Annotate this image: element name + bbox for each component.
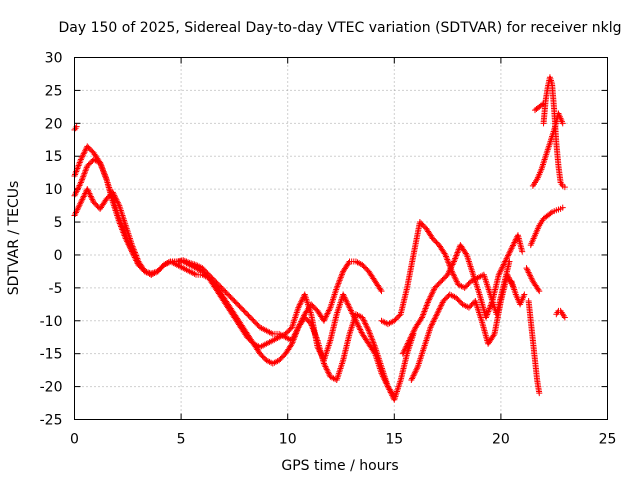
series-markers bbox=[408, 271, 517, 384]
series-markers bbox=[399, 232, 526, 357]
series-7 bbox=[527, 204, 566, 249]
chart-title: Day 150 of 2025, Sidereal Day-to-day VTE… bbox=[59, 20, 622, 36]
y-axis-label: SDTVAR / TECUs bbox=[6, 181, 22, 296]
series-markers bbox=[525, 298, 543, 397]
y-tick-label: 30 bbox=[45, 51, 63, 67]
series-9 bbox=[540, 74, 568, 191]
series-markers bbox=[532, 100, 547, 114]
x-axis-label: GPS time / hours bbox=[281, 458, 398, 474]
series-6 bbox=[408, 271, 517, 384]
y-tick-label: -20 bbox=[40, 380, 63, 396]
x-tick-label: 20 bbox=[492, 432, 510, 448]
y-tick-label: 20 bbox=[45, 116, 63, 132]
grid bbox=[74, 57, 608, 420]
y-tick-label: 25 bbox=[45, 83, 63, 99]
y-tick-label: 5 bbox=[54, 215, 63, 231]
y-tick-label: -5 bbox=[49, 281, 63, 297]
series-11 bbox=[553, 307, 568, 321]
series-15 bbox=[532, 100, 547, 114]
series-5 bbox=[399, 232, 526, 357]
tick-labels: 0 5 10 15 20 25 -25 -20 -15 -10 -5 0 5 10 15 20 25 30 bbox=[40, 51, 617, 448]
x-tick-label: 25 bbox=[599, 432, 617, 448]
series-12 bbox=[508, 278, 528, 308]
series-13 bbox=[523, 265, 543, 295]
y-tick-label: -25 bbox=[40, 413, 63, 429]
y-tick-label: 15 bbox=[45, 149, 63, 165]
y-tick-label: -10 bbox=[40, 314, 63, 330]
series-10 bbox=[525, 298, 543, 397]
series-markers bbox=[553, 307, 568, 321]
x-tick-label: 10 bbox=[279, 432, 297, 448]
y-tick-label: -15 bbox=[40, 347, 63, 363]
x-tick-label: 15 bbox=[385, 432, 403, 448]
data-marks bbox=[71, 74, 568, 403]
y-tick-label: 10 bbox=[45, 182, 63, 198]
plot-frame bbox=[74, 57, 608, 420]
x-tick-label: 5 bbox=[177, 432, 186, 448]
series-markers bbox=[527, 204, 566, 249]
series-markers bbox=[523, 265, 543, 295]
series-markers bbox=[540, 74, 568, 191]
series-markers bbox=[508, 278, 528, 308]
x-tick-label: 0 bbox=[70, 432, 79, 448]
y-tick-label: 0 bbox=[54, 248, 63, 264]
